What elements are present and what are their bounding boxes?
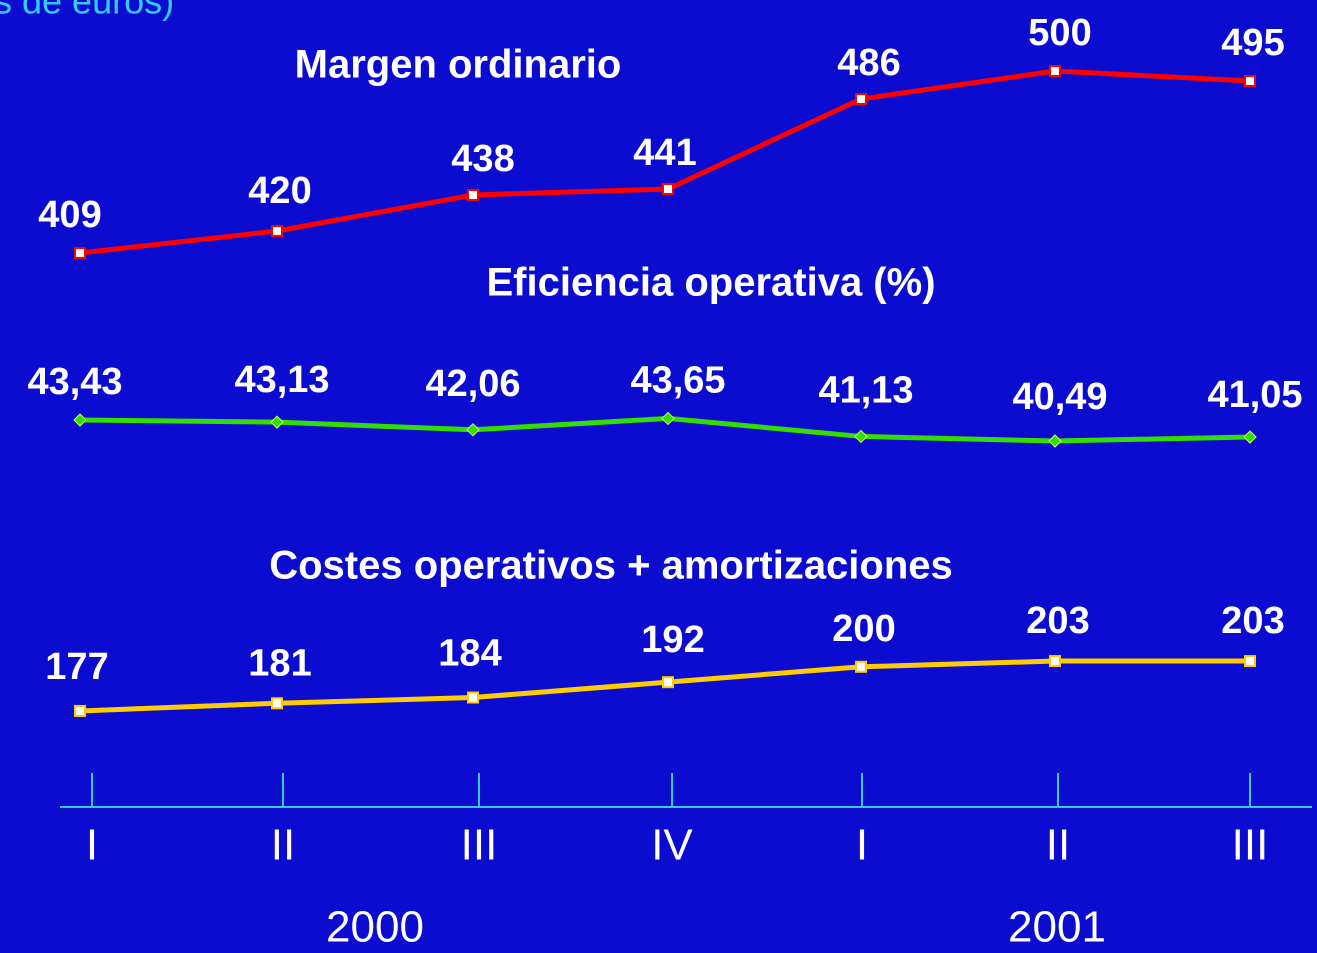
marker [270, 415, 284, 429]
marker [855, 93, 867, 105]
marker [466, 423, 480, 437]
data-label: 192 [641, 619, 704, 661]
marker [854, 429, 868, 444]
x-tick-label: III [461, 821, 498, 870]
marker [1049, 65, 1061, 77]
data-label: 486 [837, 42, 900, 84]
data-label: 495 [1221, 22, 1284, 64]
data-label: 441 [633, 132, 696, 174]
data-label: 43,43 [27, 361, 122, 403]
data-label: 43,13 [234, 359, 329, 401]
data-label: 177 [45, 646, 108, 688]
data-label: 500 [1028, 12, 1091, 54]
data-label: 41,05 [1207, 374, 1302, 416]
marker [271, 697, 283, 710]
x-tick-label: I [856, 821, 868, 870]
data-label: 438 [451, 138, 514, 180]
marker [74, 704, 86, 717]
x-tick-label: IV [651, 821, 693, 870]
marker [1049, 655, 1061, 668]
marker [467, 691, 479, 704]
x-tick-label: II [1046, 821, 1070, 870]
data-label: 42,06 [425, 363, 520, 405]
marker [1048, 434, 1062, 448]
marker [271, 225, 283, 237]
series-title: Costes operativos + amortizaciones [269, 544, 953, 588]
marker [662, 676, 674, 689]
data-label: 420 [248, 170, 311, 212]
data-label: 40,49 [1012, 376, 1107, 418]
data-label: 203 [1221, 600, 1284, 642]
data-label: 41,13 [818, 369, 913, 411]
marker [74, 247, 86, 259]
x-tick-label: III [1232, 821, 1269, 870]
caption: s de euros) [0, 0, 174, 22]
data-label: 203 [1026, 600, 1089, 642]
year-label: 2000 [326, 903, 424, 952]
marker [1244, 75, 1256, 87]
x-tick-label: II [271, 821, 295, 870]
marker [1244, 655, 1256, 668]
data-label: 181 [248, 642, 311, 684]
marker [661, 411, 675, 426]
marker [467, 189, 479, 201]
marker [662, 183, 674, 195]
x-tick-label: I [86, 821, 98, 870]
marker [855, 660, 867, 673]
data-label: 409 [38, 194, 101, 236]
marker [73, 413, 87, 427]
marker [1243, 430, 1257, 444]
year-label: 2001 [1008, 903, 1106, 952]
series-title: Margen ordinario [295, 43, 622, 87]
data-label: 200 [832, 608, 895, 650]
series-title: Eficiencia operativa (%) [486, 261, 935, 305]
data-label: 43,65 [630, 359, 725, 401]
data-label: 184 [438, 633, 501, 675]
